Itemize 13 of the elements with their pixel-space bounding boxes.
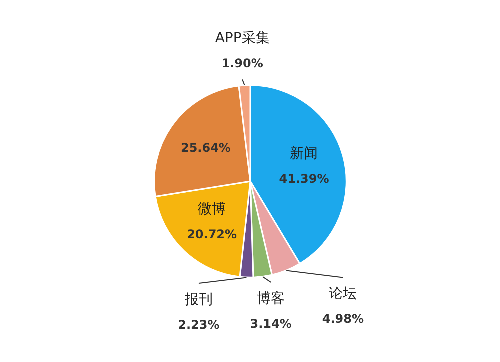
data-label: 2.23% [178, 318, 220, 332]
data-label: 25.64% [180, 140, 231, 155]
slice-label: 新闻 [290, 146, 318, 162]
slice-label: APP采集 [215, 30, 270, 46]
slice-label: 微博 [198, 201, 226, 218]
data-label: 1.90% [222, 56, 264, 70]
slice-label: 论坛 [329, 286, 358, 302]
data-label: 3.14% [250, 316, 292, 331]
slice-label: 报刊 [184, 292, 213, 308]
data-label: 20.72% [187, 227, 238, 242]
slice-label: 博客 [257, 290, 286, 307]
data-label: 4.98% [322, 312, 364, 326]
data-label: 41.39% [279, 172, 330, 186]
